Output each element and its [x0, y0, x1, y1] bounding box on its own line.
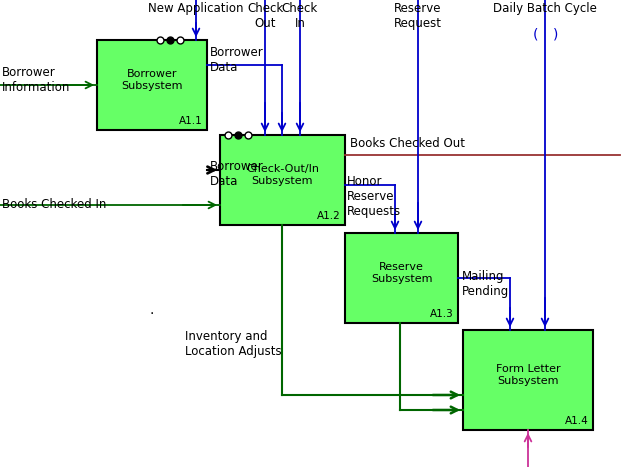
Text: Books Checked Out: Books Checked Out [350, 137, 465, 150]
Text: ): ) [553, 28, 558, 42]
Text: Check
Out: Check Out [247, 2, 283, 30]
Text: Reserve
Request: Reserve Request [394, 2, 442, 30]
Text: Reserve
Subsystem: Reserve Subsystem [371, 262, 432, 284]
Text: Inventory and
Location Adjusts: Inventory and Location Adjusts [185, 330, 281, 358]
Text: Borrower
Information: Borrower Information [2, 66, 71, 94]
Bar [463, 330, 593, 430]
Bar [97, 40, 207, 130]
Text: Borrower
Subsystem: Borrower Subsystem [121, 69, 183, 91]
Text: A1.4: A1.4 [565, 416, 589, 426]
Text: Borrower
Data: Borrower Data [210, 46, 264, 74]
Text: A1.3: A1.3 [431, 309, 454, 319]
Text: New Application: New Application [149, 2, 244, 15]
Bar [220, 135, 345, 225]
Text: Honor
Reserve
Requests: Honor Reserve Requests [347, 175, 401, 218]
Text: A1.2: A1.2 [317, 211, 341, 221]
Text: (: ( [534, 28, 539, 42]
Text: A1.1: A1.1 [179, 116, 203, 126]
Text: Borrower
Data: Borrower Data [210, 160, 264, 188]
Text: Books Checked In: Books Checked In [2, 198, 106, 212]
Text: Check-Out/In
Subsystem: Check-Out/In Subsystem [246, 164, 319, 186]
Bar [345, 233, 458, 323]
Text: Mailing
Pending: Mailing Pending [462, 270, 509, 298]
Text: .: . [150, 303, 154, 317]
Text: Daily Batch Cycle: Daily Batch Cycle [493, 2, 597, 15]
Text: Form Letter
Subsystem: Form Letter Subsystem [495, 364, 560, 386]
Text: Check
In: Check In [282, 2, 318, 30]
